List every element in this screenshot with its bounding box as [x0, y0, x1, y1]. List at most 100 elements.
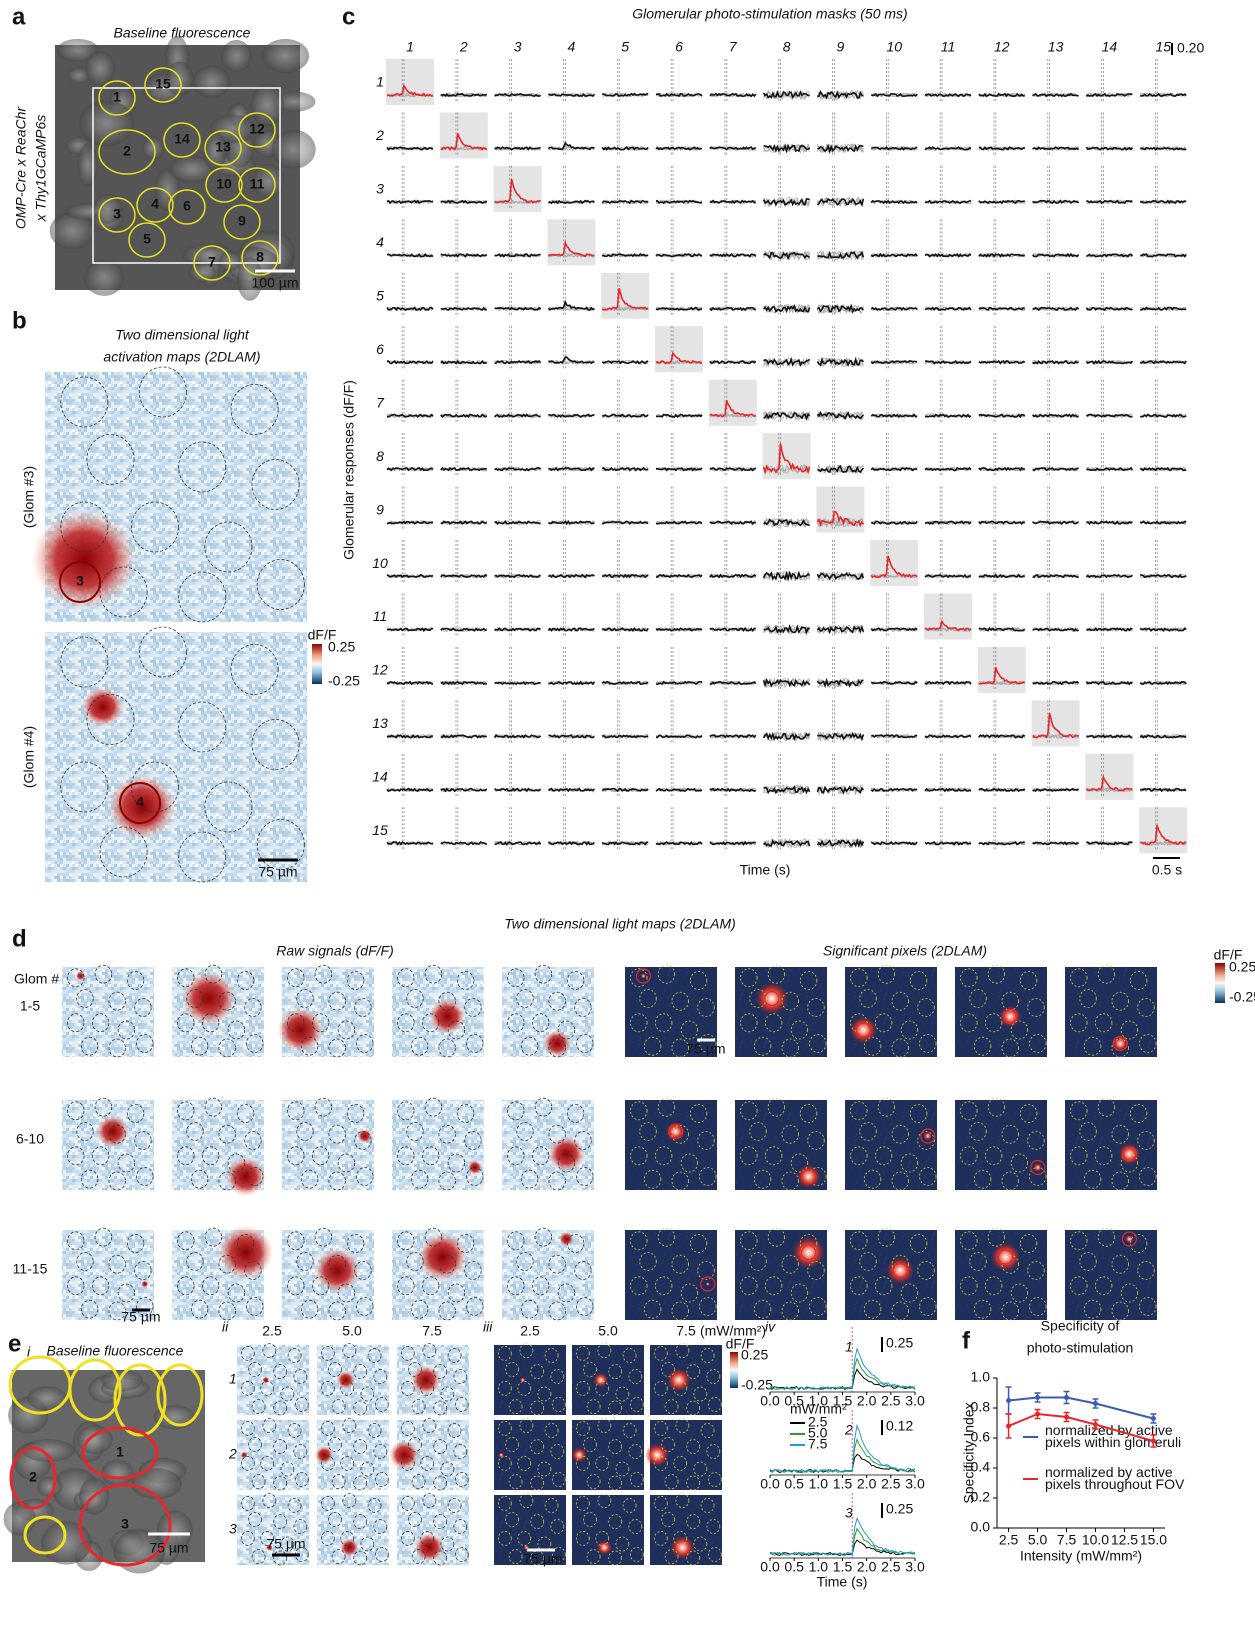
- x-tick-label: 2.5: [881, 1393, 901, 1409]
- row-label: 3: [229, 1521, 237, 1537]
- row-label: 14: [372, 769, 388, 785]
- tissue-texture: [101, 1370, 143, 1391]
- glom-label: 13: [215, 139, 231, 155]
- map-blob: [336, 1371, 355, 1389]
- trace-cell: [1086, 647, 1132, 691]
- response-trace: [656, 94, 702, 96]
- column-label: 2.5: [262, 1323, 282, 1339]
- map-bg: [237, 1345, 309, 1415]
- row-label: 2: [375, 127, 384, 143]
- scale-label: 75 µm: [121, 1309, 160, 1325]
- row-label: 4: [376, 234, 384, 250]
- trace-cell: [441, 433, 487, 477]
- x-tick-label: 1.5: [833, 1559, 853, 1575]
- trace-cell: [655, 326, 703, 372]
- map-blob: [411, 1365, 441, 1394]
- trace-cell: [979, 166, 1025, 210]
- row-label: 8: [376, 448, 384, 464]
- response-trace: [548, 201, 594, 203]
- trace-cell: [925, 700, 971, 744]
- trace-cell: [602, 380, 648, 424]
- panel-title: activation maps (2DLAM): [103, 349, 260, 365]
- map-blob: [225, 1157, 265, 1197]
- x-tick-label: 3.0: [905, 1559, 925, 1575]
- trace-cell: [495, 59, 541, 103]
- glom-label: 12: [249, 121, 265, 137]
- trace-cell: [710, 166, 756, 210]
- response-trace: [1140, 521, 1186, 523]
- row-label: 13: [372, 715, 388, 731]
- stim-highlight: [1085, 754, 1133, 800]
- glom-label: 4: [136, 794, 144, 810]
- trace-cell: [1033, 59, 1079, 103]
- column-label: 1: [406, 39, 414, 55]
- row-label: 6: [376, 341, 384, 357]
- trace-cell: [1086, 487, 1132, 531]
- trace-cell: [871, 647, 917, 691]
- trace-cell: [656, 273, 702, 317]
- trace-cell: [387, 754, 433, 798]
- trace-cell: [817, 273, 863, 317]
- trace-cell: [1033, 540, 1079, 584]
- trace-cell: [548, 112, 594, 156]
- column-label: 5: [621, 39, 629, 55]
- x-tick-label: 2.0: [857, 1476, 877, 1492]
- map: [389, 1419, 469, 1490]
- trace-cell: [387, 112, 433, 156]
- trace-cell: [1033, 594, 1079, 638]
- map-blob: [991, 1242, 1021, 1271]
- trace-cell: [1086, 59, 1132, 103]
- trace-cell: [1140, 273, 1186, 317]
- trace-cell: [1033, 380, 1079, 424]
- trace-cell: [1140, 647, 1186, 691]
- trace-cell: [871, 59, 917, 103]
- trace-cell: [979, 487, 1025, 531]
- trace-cell: [764, 326, 810, 370]
- response-trace: [495, 842, 541, 844]
- response-trace: [1140, 575, 1186, 577]
- column-label: 7.5: [422, 1323, 442, 1339]
- trace-cell: [495, 273, 541, 317]
- trace-cell: [387, 380, 433, 424]
- scale-label: 75 µm: [686, 1041, 725, 1057]
- map: [237, 1419, 309, 1490]
- trace-cell: [1140, 112, 1186, 156]
- data-point: [1093, 1401, 1098, 1406]
- trace-cell: [387, 166, 433, 210]
- map: [397, 1494, 469, 1565]
- y-tick-label: 0.0: [971, 1519, 991, 1535]
- trace-cell: [817, 112, 863, 156]
- trace-cell: [387, 647, 433, 691]
- trace-cell: [495, 540, 541, 584]
- data-point: [1064, 1395, 1069, 1400]
- trace-cell: [1140, 594, 1186, 638]
- trace-cell: [440, 112, 488, 158]
- column-label: 7: [729, 39, 738, 55]
- row-header: Glom #: [14, 971, 59, 987]
- panel-letter: e: [8, 1330, 21, 1357]
- trace-cell: [656, 433, 702, 477]
- trace-cell: [817, 754, 863, 798]
- trace-cell: [656, 112, 702, 156]
- row-label: 15: [372, 822, 388, 838]
- map-blob: [559, 1232, 574, 1246]
- map: [62, 1228, 154, 1320]
- stim-highlight: [440, 112, 488, 158]
- trace-cell: [925, 647, 971, 691]
- trace-cell: [387, 594, 433, 638]
- trace-cell: [441, 754, 487, 798]
- glom-label: 3: [76, 573, 84, 589]
- trace-cell: [1140, 754, 1186, 798]
- tissue-texture: [262, 39, 309, 73]
- map-blob: [641, 973, 647, 978]
- trace-label: 2: [844, 1422, 853, 1438]
- data-point: [1064, 1415, 1069, 1420]
- trace-cell: [710, 487, 756, 531]
- column-label: 14: [1102, 39, 1118, 55]
- trace-cell: [979, 433, 1025, 477]
- trace-cell: [387, 540, 433, 584]
- column-label: 9: [837, 39, 845, 55]
- stim-highlight: [709, 380, 757, 426]
- colorbar-label: 0.25: [328, 639, 355, 655]
- x-tick-label: 7.5: [1057, 1532, 1077, 1548]
